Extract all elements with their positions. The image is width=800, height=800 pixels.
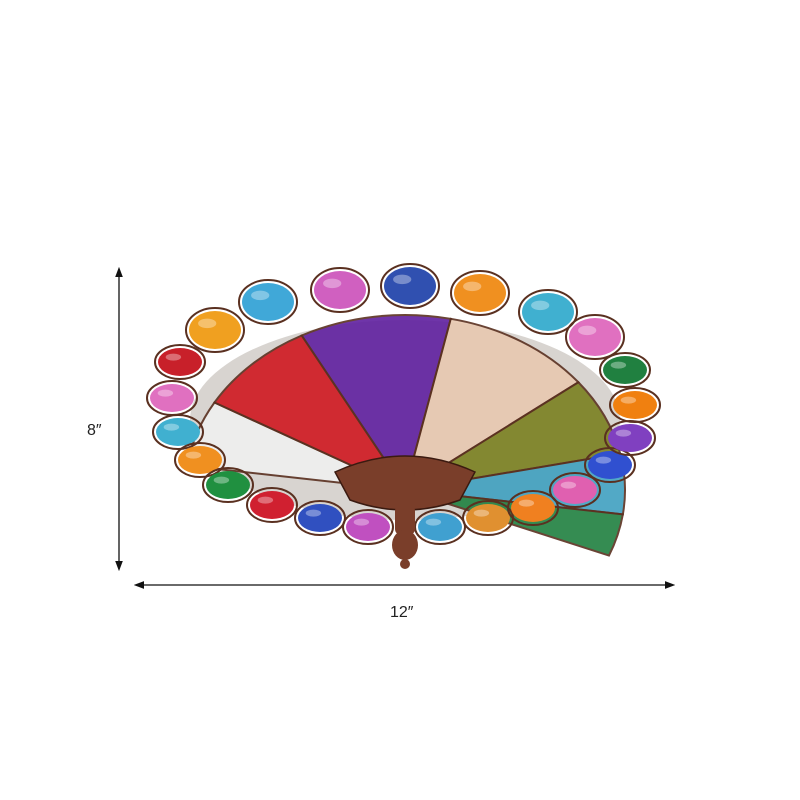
gem-frame [342, 509, 394, 545]
gem [569, 318, 621, 356]
gem-highlight [425, 518, 442, 526]
gem [156, 418, 200, 446]
finial-knob [392, 530, 418, 560]
gem [158, 348, 202, 376]
gem-frame [507, 490, 559, 526]
gem [466, 504, 510, 532]
crystal-fan [185, 314, 626, 557]
gem-frame [609, 387, 661, 423]
gem-frame [549, 472, 601, 508]
crystal-segment [403, 317, 580, 493]
gem-highlight [353, 518, 370, 526]
crystal-segment [212, 334, 408, 493]
gem-highlight [620, 396, 637, 404]
gem [418, 513, 462, 541]
gem-highlight [473, 509, 490, 517]
gem [178, 446, 222, 474]
gem [603, 356, 647, 384]
gem-highlight [518, 499, 535, 507]
gem-frame [185, 307, 245, 353]
gem [522, 293, 574, 331]
gem [613, 391, 657, 419]
gem-highlight [323, 278, 342, 289]
gem [150, 384, 194, 412]
gem-frame [174, 442, 226, 478]
gem [384, 267, 436, 305]
gem-highlight [198, 318, 217, 329]
crystal-segment [404, 489, 625, 557]
width-label: 12″ [390, 604, 414, 621]
gem-frame [599, 352, 651, 388]
gem-highlight [615, 429, 632, 437]
gem-highlight [185, 451, 202, 459]
gem-highlight [578, 325, 597, 336]
gem-highlight [610, 361, 627, 369]
gem-highlight [251, 290, 270, 301]
height-label: 8″ [87, 422, 102, 439]
gem-frame [380, 263, 440, 309]
gem-frame [450, 270, 510, 316]
gem-frame [565, 314, 625, 360]
gem-highlight [595, 456, 612, 464]
gem [346, 513, 390, 541]
gem-highlight [463, 281, 482, 292]
gem-frame [310, 267, 370, 313]
gem [189, 311, 241, 349]
gem [511, 494, 555, 522]
gem-frame [154, 344, 206, 380]
gem-frame [202, 467, 254, 503]
gem-highlight [305, 509, 322, 517]
gem-ring [146, 263, 661, 545]
gem-highlight [165, 353, 182, 361]
crystal-segment [404, 380, 622, 491]
gem-frame [152, 414, 204, 450]
gem-highlight [157, 389, 174, 397]
crystal-segment [300, 314, 452, 493]
gem [553, 476, 597, 504]
gem-frame [518, 289, 578, 335]
finial-tip [400, 559, 410, 569]
gem [298, 504, 342, 532]
gem [608, 424, 652, 452]
gem-frame [238, 279, 298, 325]
gem [206, 471, 250, 499]
gem-highlight [163, 423, 180, 431]
gem-frame [246, 487, 298, 523]
canopy-bowl [333, 455, 477, 511]
gem [250, 491, 294, 519]
gem [454, 274, 506, 312]
gem [314, 271, 366, 309]
gem-highlight [257, 496, 274, 504]
finial-stem [395, 505, 415, 535]
gem-frame [294, 500, 346, 536]
gem-highlight [560, 481, 577, 489]
gem-highlight [213, 476, 230, 484]
gem-highlight [393, 274, 412, 285]
gem [588, 451, 632, 479]
lamp-base [333, 455, 477, 569]
gem-highlight [531, 300, 550, 311]
gem [242, 283, 294, 321]
